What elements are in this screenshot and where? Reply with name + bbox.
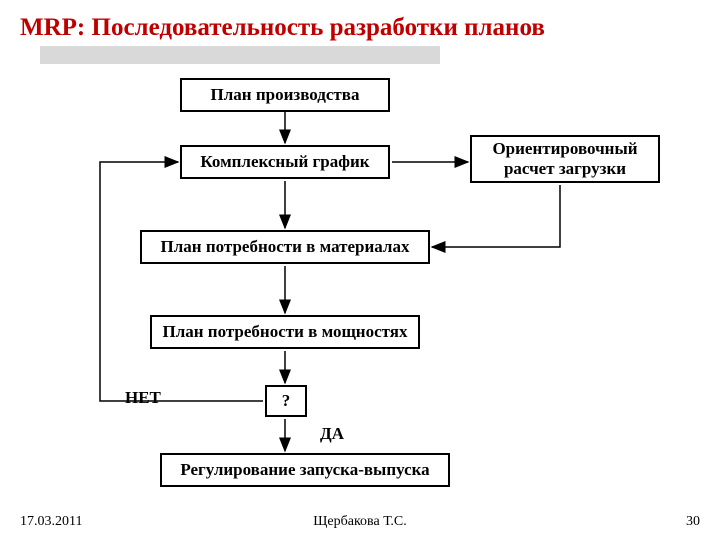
node-capacity-requirements: План потребности в мощностях <box>150 315 420 349</box>
footer-author: Щербакова Т.С. <box>313 514 406 530</box>
label-yes: ДА <box>320 424 344 444</box>
label-no: НЕТ <box>125 388 161 408</box>
node-load-estimate: Ориентировочный расчет загрузки <box>470 135 660 183</box>
decorative-bar <box>40 46 440 64</box>
node-material-requirements: План потребности в материалах <box>140 230 430 264</box>
node-production-plan: План производства <box>180 78 390 112</box>
node-decision: ? <box>265 385 307 417</box>
footer-page: 30 <box>686 514 700 530</box>
node-launch-release: Регулирование запуска-выпуска <box>160 453 450 487</box>
page-title: MRP: Последовательность разработки плано… <box>20 14 700 42</box>
node-complex-schedule: Комплексный график <box>180 145 390 179</box>
footer-date: 17.03.2011 <box>20 514 82 530</box>
